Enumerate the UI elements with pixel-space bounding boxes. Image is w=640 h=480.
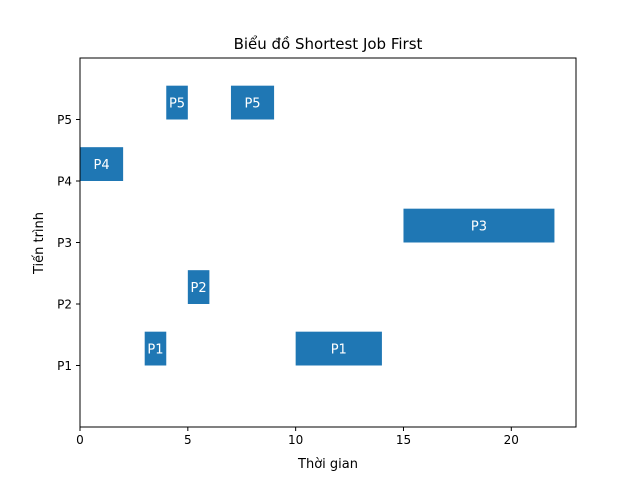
gantt-bar [80,147,124,181]
y-tick-label: P2 [57,298,72,312]
bars-layer [80,85,555,366]
x-tick-label: 15 [396,433,411,447]
y-tick-label: P4 [57,175,72,189]
bar-label: P5 [169,97,185,112]
gantt-bar [187,270,210,304]
gantt-bar [403,208,555,243]
bar-label: P1 [147,343,163,358]
bar-label: P2 [191,281,207,296]
x-tick-label: 5 [184,433,192,447]
bar-labels-layer: P1 P1 P2 P3 P4 P5 P5 [94,97,488,358]
x-tick-label: 10 [288,433,303,447]
gantt-bar [144,331,167,366]
x-axis-label: Thời gian [297,457,358,472]
y-tick-label: P5 [57,113,72,127]
y-axis-ticks: P1 P2 P3 P4 P5 [57,113,80,373]
gantt-bar [295,331,382,366]
bar-label: P1 [331,343,347,358]
y-axis-label: Tiến trình [32,212,47,275]
chart-title: Biểu đồ Shortest Job First [234,35,423,53]
y-tick-label: P1 [57,359,72,373]
bar-label: P3 [471,220,487,235]
x-axis-ticks: 0 5 10 15 20 [76,427,519,447]
x-tick-label: 0 [76,433,84,447]
gantt-bar [230,85,275,120]
bar-label: P5 [244,97,260,112]
bar-label: P4 [94,158,110,173]
gantt-bar [166,85,188,120]
x-tick-label: 20 [504,433,519,447]
y-tick-label: P3 [57,236,72,250]
